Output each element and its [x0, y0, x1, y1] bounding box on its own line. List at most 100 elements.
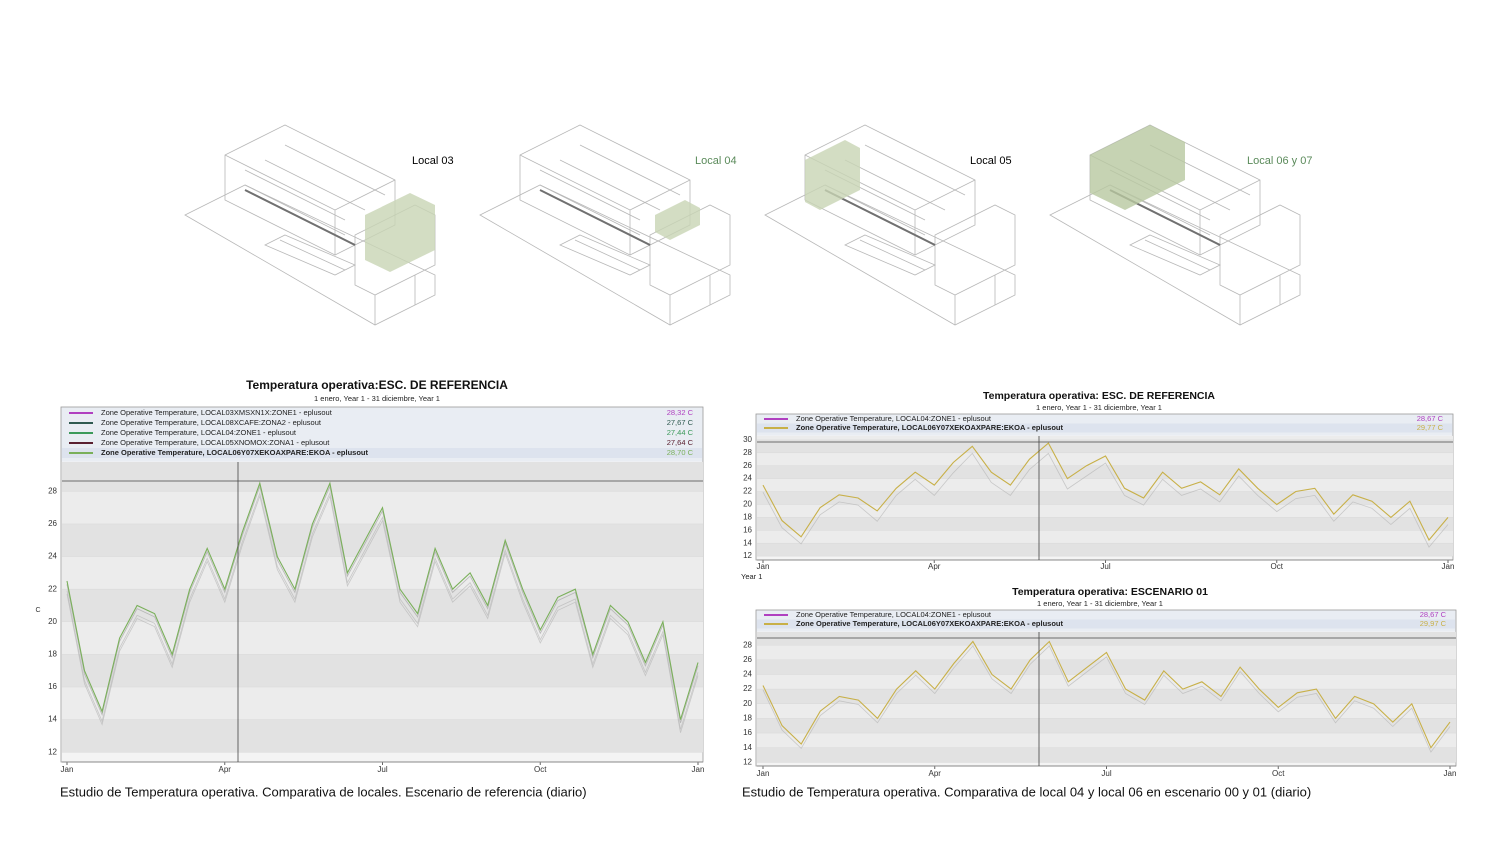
legend-label: Zone Operative Temperature, LOCAL06Y07XE… — [796, 619, 1063, 628]
grid-band — [757, 517, 1453, 531]
grid-band — [757, 439, 1453, 453]
grid-band — [62, 556, 703, 590]
y-tick-label: 26 — [743, 655, 752, 664]
y-tick-label: 20 — [743, 500, 752, 509]
chart-subtitle: 1 enero, Year 1 - 31 diciembre, Year 1 — [1036, 403, 1162, 412]
y-tick-label: 30 — [743, 435, 752, 444]
grid-band — [757, 747, 1456, 763]
y-tick-label: 14 — [48, 715, 57, 724]
x-tick-label: Jan — [757, 769, 770, 778]
drawing-label: Local 06 y 07 — [1247, 155, 1312, 167]
x-tick-label: Jul — [1101, 769, 1111, 778]
legend-value: 27,64 C — [667, 438, 694, 447]
x-tick-label: Jan — [1444, 769, 1457, 778]
grid-band — [62, 589, 703, 622]
drawing-label: Local 05 — [970, 155, 1012, 167]
y-tick-label: 12 — [743, 551, 752, 560]
y-tick-label: 18 — [48, 650, 57, 659]
chart-title: Temperatura operativa: ESC. DE REFERENCI… — [983, 390, 1215, 402]
grid-band — [757, 733, 1456, 748]
legend-label: Zone Operative Temperature, LOCAL05XNOMO… — [101, 438, 330, 447]
y-tick-label: 22 — [743, 487, 752, 496]
x-caption: Year 1 — [741, 572, 762, 581]
legend-highlight — [757, 423, 1452, 433]
grid-band — [757, 689, 1456, 704]
y-tick-label: 20 — [743, 699, 752, 708]
y-tick-label: 18 — [743, 714, 752, 723]
building-drawing — [1049, 124, 1301, 326]
grid-band — [757, 703, 1456, 719]
legend-highlight — [757, 619, 1455, 629]
y-tick-label: 22 — [743, 684, 752, 693]
y-tick-label: 24 — [48, 552, 57, 561]
grid-band — [62, 523, 703, 557]
data-line — [66, 491, 699, 730]
data-line — [762, 442, 1449, 541]
y-tick-label: 20 — [48, 617, 57, 626]
grid-band — [757, 530, 1453, 544]
x-tick-label: Jul — [1100, 562, 1110, 571]
grid-band — [757, 452, 1453, 466]
data-line — [762, 645, 1451, 753]
y-tick-label: 16 — [743, 525, 752, 534]
y-tick-label: 14 — [743, 743, 752, 752]
legend-label: Zone Operative Temperature, LOCAL04:ZONE… — [796, 414, 992, 423]
grid-band — [62, 462, 703, 492]
drawing-label: Local 03 — [412, 155, 454, 167]
building-drawing — [184, 124, 436, 326]
grid-band — [757, 718, 1456, 734]
legend-value: 29,77 C — [1417, 423, 1444, 432]
grid-band — [757, 504, 1453, 518]
y-tick-label: 24 — [743, 670, 752, 679]
legend-value: 28,67 C — [1417, 414, 1444, 423]
building-drawing — [479, 124, 731, 326]
building-drawing — [764, 124, 1016, 326]
legend-label: Zone Operative Temperature, LOCAL04:ZONE… — [796, 610, 992, 619]
legend-label: Zone Operative Temperature, LOCAL03XMSXN… — [101, 408, 333, 417]
y-tick-label: 14 — [743, 538, 752, 547]
x-tick-label: Jan — [1442, 562, 1455, 571]
y-tick-label: 28 — [743, 640, 752, 649]
y-tick-label: 12 — [743, 757, 752, 766]
grid-band — [757, 659, 1456, 675]
data-line — [66, 494, 699, 733]
grid-band — [757, 543, 1453, 557]
drawing-label: Local 04 — [695, 155, 737, 167]
y-tick-label: 28 — [743, 448, 752, 457]
caption: Estudio de Temperatura operativa. Compar… — [60, 784, 587, 799]
y-tick-label: 18 — [743, 512, 752, 521]
chart-subtitle: 1 enero, Year 1 - 31 diciembre, Year 1 — [314, 394, 440, 403]
legend-label: Zone Operative Temperature, LOCAL08XCAFE… — [101, 418, 322, 427]
grid-band — [62, 654, 703, 687]
grid-band — [757, 674, 1456, 690]
legend-label: Zone Operative Temperature, LOCAL06Y07XE… — [101, 448, 368, 457]
x-tick-label: Oct — [534, 765, 547, 774]
y-tick-label: 16 — [48, 682, 57, 691]
y-tick-label: 24 — [743, 474, 752, 483]
chart-subtitle: 1 enero, Year 1 - 31 diciembre, Year 1 — [1037, 599, 1163, 608]
grid-band — [757, 491, 1453, 505]
caption: Estudio de Temperatura operativa. Compar… — [742, 784, 1311, 799]
grid-band — [62, 621, 703, 655]
grid-band — [757, 465, 1453, 479]
y-tick-label: 26 — [48, 519, 57, 528]
x-tick-label: Jan — [61, 765, 74, 774]
grid-band — [757, 478, 1453, 492]
legend-value: 29,97 C — [1420, 619, 1447, 628]
data-line — [762, 640, 1451, 749]
grid-band — [757, 436, 1453, 440]
grid-band — [757, 632, 1456, 646]
legend-value: 27,67 C — [667, 418, 694, 427]
x-tick-label: Jan — [757, 562, 770, 571]
grid-band — [62, 719, 703, 753]
chart-title: Temperatura operativa: ESCENARIO 01 — [1012, 586, 1208, 598]
y-tick-label: 28 — [48, 486, 57, 495]
y-axis-label: C — [35, 607, 40, 614]
x-tick-label: Jan — [692, 765, 705, 774]
legend-value: 28,32 C — [667, 408, 694, 417]
y-tick-label: 12 — [48, 747, 57, 756]
x-tick-label: Apr — [928, 562, 941, 571]
data-line — [66, 481, 699, 720]
legend-highlight — [62, 448, 702, 458]
